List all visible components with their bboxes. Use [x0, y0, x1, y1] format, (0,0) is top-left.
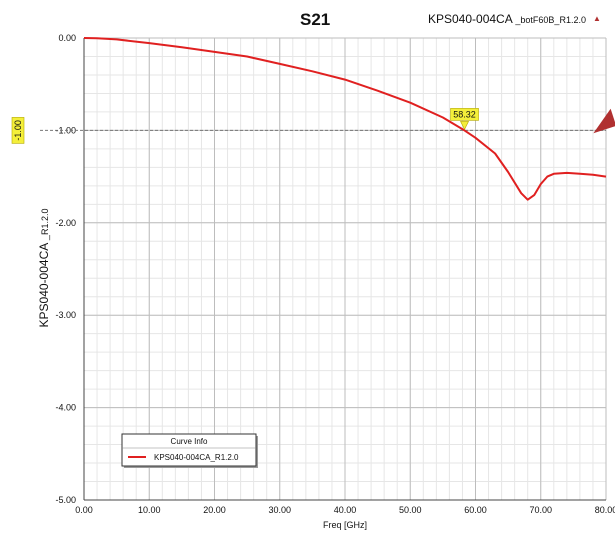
x-tick-label: 40.00 — [334, 505, 357, 515]
marker-label-box — [450, 108, 479, 121]
x-axis-label: Freq [GHz] — [322, 520, 368, 530]
legend-title: Curve Info — [171, 437, 208, 446]
series-line — [83, 37, 607, 201]
x-tick-label: 80.00 — [595, 505, 615, 515]
x-tick-label: 60.00 — [464, 505, 487, 515]
x-tick-label: 50.00 — [399, 505, 422, 515]
header-note: KPS040-004CA _botF60B_R1.2.0 — [428, 12, 586, 26]
x-tick-label: 70.00 — [529, 505, 552, 515]
x-tick-label: 10.00 — [138, 505, 161, 515]
chart-title: S21 — [300, 10, 331, 29]
legend-box — [121, 433, 257, 467]
x-tick-label: 20.00 — [203, 505, 226, 515]
y-axis-label: KPS040-004CA _R1.2.0 — [37, 209, 51, 328]
x-tick-label: 30.00 — [268, 505, 291, 515]
y-tick-label: -2.00 — [55, 218, 76, 228]
legend-entry: KPS040-004CA_R1.2.0 — [154, 453, 239, 462]
triangle-up-icon: ▲ — [593, 14, 601, 23]
y-tick-label: -5.00 — [55, 495, 76, 505]
header-note-sub: _botF60B_R1.2.0 — [515, 15, 586, 25]
y-axis-label-sub: _R1.2.0 — [40, 208, 50, 241]
header-note-main: KPS040-004CA — [428, 12, 513, 26]
x-tick-label: 0.00 — [75, 505, 93, 515]
reference-value-text: -1.00 — [13, 120, 23, 141]
y-tick-label: -4.00 — [55, 403, 76, 413]
marker-label: 58.32 — [453, 109, 476, 119]
marker-pointer — [460, 121, 470, 131]
reference-value-box — [11, 117, 25, 144]
y-tick-label: 0.00 — [58, 33, 76, 43]
reference-value-badge: -1.00 — [11, 117, 25, 144]
y-tick-label: -3.00 — [55, 310, 76, 320]
y-axis-label-main: KPS040-004CA — [37, 243, 51, 328]
